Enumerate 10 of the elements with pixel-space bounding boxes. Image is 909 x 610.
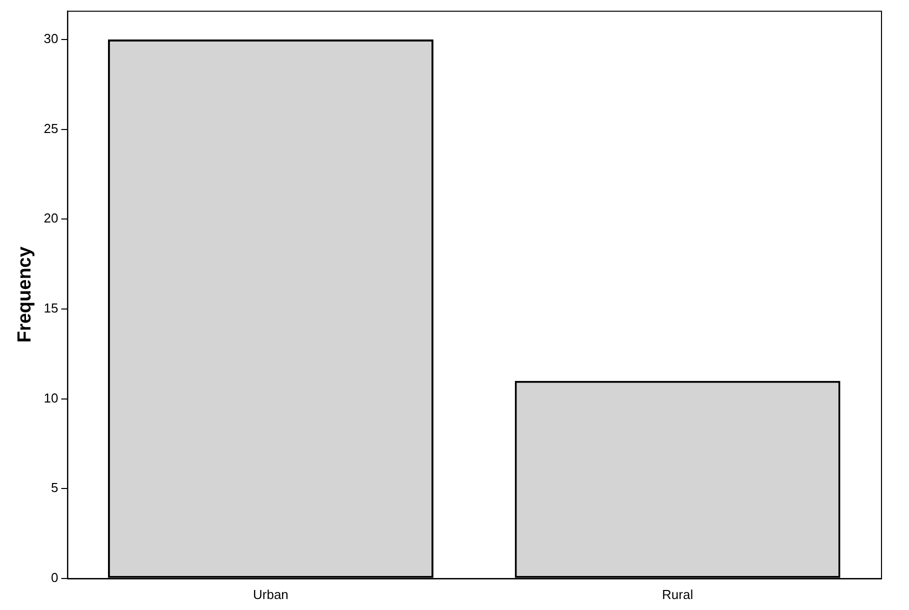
y-tick-label: 5	[51, 480, 58, 496]
y-tick-label: 30	[44, 31, 58, 46]
y-tick-label: 20	[44, 210, 58, 226]
y-tick-label: 10	[44, 390, 58, 406]
x-tick-label: Urban	[252, 586, 288, 602]
y-tick-label: 15	[44, 300, 58, 316]
y-tick-label: 25	[44, 120, 58, 136]
y-tick-label: 0	[51, 570, 58, 585]
x-tick-label: Rural	[662, 586, 694, 602]
y-axis-title: Frequency	[14, 246, 36, 343]
